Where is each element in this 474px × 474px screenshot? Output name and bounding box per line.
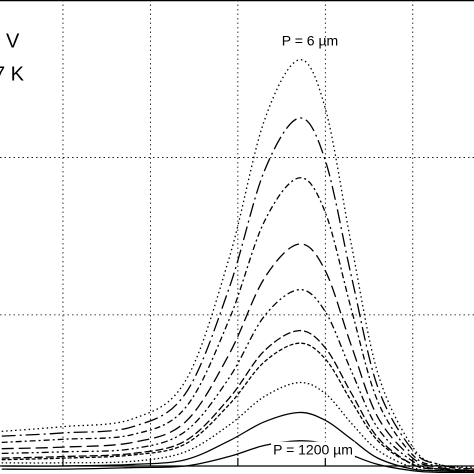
annotation: P = 1200 µm bbox=[273, 442, 353, 458]
curve bbox=[1, 342, 474, 472]
curve bbox=[1, 243, 474, 472]
curve bbox=[1, 177, 474, 470]
curve bbox=[1, 411, 474, 473]
curve bbox=[1, 289, 474, 472]
curve bbox=[1, 117, 474, 470]
curve bbox=[1, 381, 474, 472]
annotation: 7 K bbox=[0, 63, 25, 85]
curve bbox=[1, 329, 474, 472]
annotation: P = 6 µm bbox=[282, 33, 338, 49]
curve bbox=[1, 440, 474, 474]
curve bbox=[1, 59, 474, 469]
annotation-bg bbox=[271, 441, 355, 458]
annotation: V bbox=[6, 30, 20, 52]
